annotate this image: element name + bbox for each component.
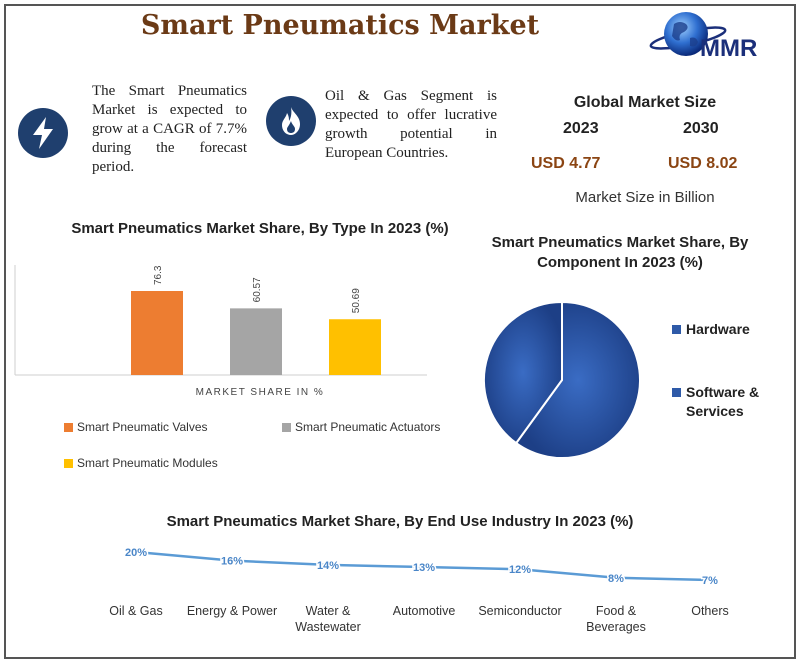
type-bar-chart: 76.36 60.57 50.69 MARKET SHARE IN % <box>14 265 427 398</box>
bar-legend-swatch <box>64 458 73 468</box>
year-end: 2030 <box>683 120 719 137</box>
line-category-label: Water & Wastewater <box>295 604 361 634</box>
bar-3 <box>329 319 381 375</box>
line-category-label: Automotive <box>393 604 456 618</box>
value-end: USD 8.02 <box>668 155 738 172</box>
pie-legend-label: Hardware <box>686 321 750 337</box>
year-start: 2023 <box>563 120 599 137</box>
line-category-label: Oil & Gas <box>109 604 163 618</box>
bar-data-label: 60.57 <box>252 277 263 302</box>
bar-legend-item: Smart Pneumatic Actuators <box>282 420 440 434</box>
bar-data-label: 50.69 <box>351 288 362 313</box>
bar-legend-swatch <box>64 422 73 432</box>
pie-legend-hardware: Hardware <box>672 320 750 339</box>
end-use-series-line <box>135 550 711 582</box>
pie-legend-label: Software & Services <box>686 384 760 419</box>
pie-legend-swatch <box>672 388 681 397</box>
bar-data-label: 76.36 <box>153 265 164 285</box>
line-data-label: 13% <box>413 562 435 574</box>
global-market-title: Global Market Size <box>573 94 717 111</box>
pie-legend-software-services: Software & Services <box>672 383 782 421</box>
line-data-label: 12% <box>509 564 531 576</box>
component-chart-title: Smart Pneumatics Market Share, By Compon… <box>491 234 749 271</box>
component-pie-chart <box>483 300 641 459</box>
line-data-label: 14% <box>317 560 339 572</box>
flame-icon <box>266 96 316 146</box>
value-start: USD 4.77 <box>531 155 601 172</box>
cagr-highlight-text: The Smart Pneumatics Market is expected … <box>92 83 247 175</box>
bar-legend-item: Smart Pneumatic Modules <box>64 456 218 470</box>
bar-2 <box>230 308 282 375</box>
page-title: Smart Pneumatics Market <box>140 10 540 41</box>
line-data-label: 16% <box>221 556 243 568</box>
line-data-label: 7% <box>702 575 718 587</box>
bar-legend-item: Smart Pneumatic Valves <box>64 420 208 434</box>
line-category-label: Energy & Power <box>187 604 277 618</box>
bar-legend-label: Smart Pneumatic Valves <box>77 420 208 434</box>
pie-slice-1 <box>514 300 641 459</box>
bar-legend-swatch <box>282 422 291 432</box>
mmr-logo: MMR <box>649 12 757 62</box>
bar-legend-label: Smart Pneumatic Actuators <box>295 420 441 434</box>
oil-gas-highlight-text: Oil & Gas Segment is expected to offer l… <box>325 88 497 161</box>
line-data-label: 8% <box>608 573 624 585</box>
pie-slice-2 <box>483 300 563 445</box>
bar-1 <box>131 291 183 375</box>
lightning-bolt-icon <box>18 108 68 158</box>
line-data-label: 20% <box>125 547 147 559</box>
bar-x-axis-label: MARKET SHARE IN % <box>196 387 325 398</box>
bar-legend-label: Smart Pneumatic Modules <box>77 456 218 470</box>
type-chart-title: Smart Pneumatics Market Share, By Type I… <box>71 220 449 237</box>
market-size-note: Market Size in Billion <box>575 189 715 206</box>
line-category-label: Semiconductor <box>478 604 561 618</box>
end-use-line-chart: 20% 16% 14% 13% 12% 8% 7% Oil & Gas Energy & Pow… <box>109 546 729 635</box>
logo-text: MMR <box>700 35 757 62</box>
line-category-label: Others <box>691 604 729 618</box>
end-use-chart-title: Smart Pneumatics Market Share, By End Us… <box>166 513 634 530</box>
line-category-label: Food & Beverages <box>586 604 646 634</box>
pie-legend-swatch <box>672 325 681 334</box>
